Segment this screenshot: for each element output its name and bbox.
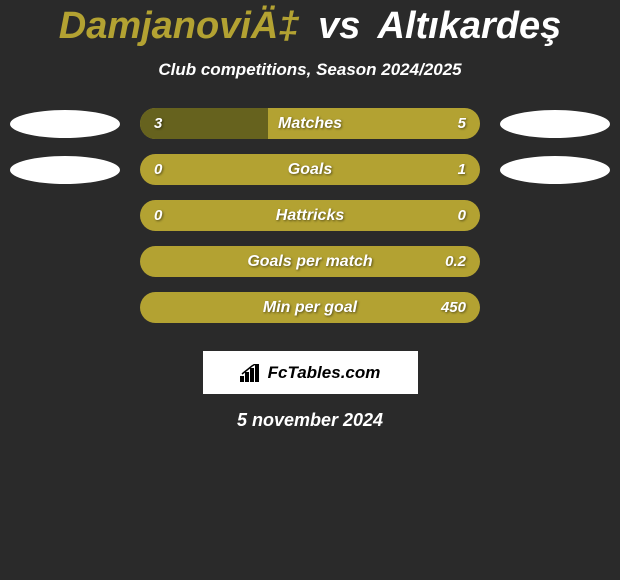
stat-label: Goals — [288, 161, 332, 179]
right-value: 1 — [458, 161, 466, 178]
player1-ellipse — [10, 110, 120, 138]
right-value: 0 — [458, 207, 466, 224]
logo-text: FcTables.com — [268, 363, 381, 383]
subtitle: Club competitions, Season 2024/2025 — [0, 60, 620, 80]
logo-box: FcTables.com — [203, 351, 418, 394]
stat-bar: Goals per match 0.2 — [140, 246, 480, 277]
player2-name: Altıkardeş — [378, 5, 562, 47]
player2-ellipse — [500, 156, 610, 184]
stat-row: Min per goal 450 — [0, 292, 620, 323]
ellipse-placeholder — [500, 294, 610, 322]
left-value: 0 — [154, 161, 162, 178]
player1-ellipse — [10, 156, 120, 184]
ellipse-placeholder — [10, 202, 120, 230]
stat-label: Matches — [278, 115, 342, 133]
player1-name: DamjanoviÄ‡ — [59, 5, 300, 47]
stat-row: 0 Goals 1 — [0, 154, 620, 185]
ellipse-placeholder — [10, 248, 120, 276]
stat-row: Goals per match 0.2 — [0, 246, 620, 277]
right-value: 0.2 — [445, 253, 466, 270]
ellipse-placeholder — [500, 248, 610, 276]
date-text: 5 november 2024 — [0, 410, 620, 431]
chart-icon — [240, 364, 262, 382]
left-value: 3 — [154, 115, 162, 132]
stat-row: 3 Matches 5 — [0, 108, 620, 139]
left-value: 0 — [154, 207, 162, 224]
player2-ellipse — [500, 110, 610, 138]
right-value: 5 — [458, 115, 466, 132]
stat-label: Hattricks — [276, 207, 344, 225]
stat-row: 0 Hattricks 0 — [0, 200, 620, 231]
ellipse-placeholder — [500, 202, 610, 230]
vs-text: vs — [318, 5, 360, 47]
stat-label: Min per goal — [263, 299, 357, 317]
comparison-container: DamjanoviÄ‡ vs Altıkardeş Club competiti… — [0, 0, 620, 431]
stats-rows: 3 Matches 5 0 Goals 1 0 Hattricks 0 Goals per mat… — [0, 108, 620, 323]
stat-bar: 0 Goals 1 — [140, 154, 480, 185]
stat-bar: Min per goal 450 — [140, 292, 480, 323]
ellipse-placeholder — [10, 294, 120, 322]
stat-label: Goals per match — [247, 253, 372, 271]
stat-bar: 3 Matches 5 — [140, 108, 480, 139]
comparison-title: DamjanoviÄ‡ vs Altıkardeş — [0, 5, 620, 48]
stat-bar: 0 Hattricks 0 — [140, 200, 480, 231]
right-value: 450 — [441, 299, 466, 316]
